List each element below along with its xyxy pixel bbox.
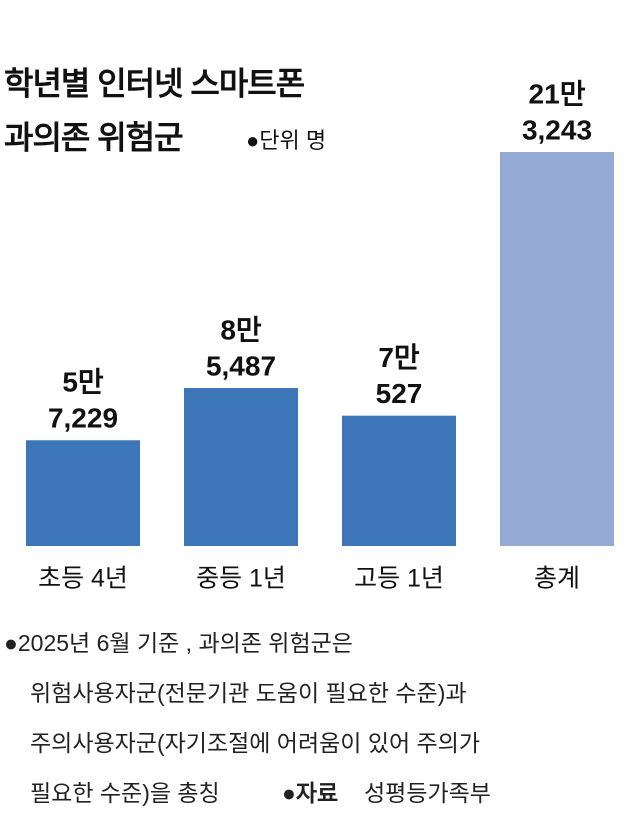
value-label: 5,487 bbox=[206, 350, 276, 381]
x-tick-label: 초등 4년 bbox=[38, 565, 128, 593]
value-label: 21만 bbox=[529, 78, 586, 109]
bar bbox=[26, 440, 140, 546]
bar bbox=[342, 415, 456, 546]
chart-title: 과의존 위험군 bbox=[4, 119, 183, 155]
note: 필요한 수준)을 총칭 bbox=[30, 780, 220, 806]
x-tick-label: 총계 bbox=[534, 565, 580, 593]
value-label: 8만 bbox=[220, 314, 262, 345]
note: ●2025년 6월 기준 , 과의존 위험군은 bbox=[4, 630, 353, 656]
note: 주의사용자군(자기조절에 어려움이 있어 주의가 bbox=[30, 730, 480, 756]
value-label: 5만 bbox=[62, 367, 104, 398]
unit-label: ●단위 명 bbox=[246, 128, 326, 153]
source: 성평등가족부 bbox=[364, 780, 491, 806]
value-label: 7,229 bbox=[48, 403, 118, 434]
value-label: 3,243 bbox=[522, 114, 592, 145]
chart-title: 학년별 인터넷 스마트폰 bbox=[4, 65, 305, 101]
note: 위험사용자군(전문기관 도움이 필요한 수준)과 bbox=[30, 680, 467, 706]
bar bbox=[184, 388, 298, 546]
value-label: 7만 bbox=[378, 342, 420, 373]
value-label: 527 bbox=[376, 378, 423, 409]
x-tick-label: 고등 1년 bbox=[354, 565, 444, 593]
bar bbox=[500, 152, 614, 546]
source-label: ●자료 bbox=[282, 780, 338, 806]
x-tick-label: 중등 1년 bbox=[196, 565, 286, 593]
